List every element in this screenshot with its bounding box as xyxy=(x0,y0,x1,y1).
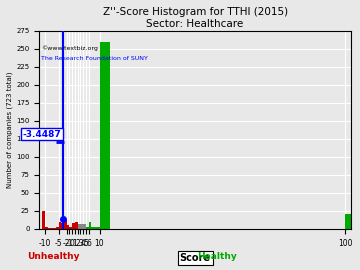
Text: ©www.textbiz.org: ©www.textbiz.org xyxy=(41,45,98,51)
Bar xyxy=(86,227,89,229)
Bar xyxy=(50,228,53,229)
Bar xyxy=(48,228,50,229)
Text: Unhealthy: Unhealthy xyxy=(27,252,79,261)
Bar xyxy=(91,227,94,229)
X-axis label: Score: Score xyxy=(180,253,211,263)
Bar xyxy=(56,227,59,229)
Bar xyxy=(59,222,61,229)
Bar xyxy=(89,222,91,229)
Bar xyxy=(42,211,45,229)
Bar xyxy=(67,225,69,229)
Bar xyxy=(75,222,78,229)
Bar xyxy=(99,42,111,229)
Bar xyxy=(78,224,80,229)
Bar xyxy=(61,223,64,229)
Text: The Research Foundation of SUNY: The Research Foundation of SUNY xyxy=(41,56,148,61)
Bar xyxy=(83,224,86,229)
Bar xyxy=(53,228,56,229)
Bar xyxy=(80,224,83,229)
Bar xyxy=(64,219,67,229)
Text: Healthy: Healthy xyxy=(197,252,237,261)
Y-axis label: Number of companies (723 total): Number of companies (723 total) xyxy=(7,72,13,188)
Bar xyxy=(94,227,97,229)
Title: Z''-Score Histogram for TTHI (2015)
Sector: Healthcare: Z''-Score Histogram for TTHI (2015) Sect… xyxy=(103,7,288,29)
Bar xyxy=(345,214,360,229)
Bar xyxy=(45,227,48,229)
Bar xyxy=(72,223,75,229)
Bar xyxy=(97,227,99,229)
Bar xyxy=(69,227,72,229)
Text: -3.4487: -3.4487 xyxy=(23,130,62,139)
